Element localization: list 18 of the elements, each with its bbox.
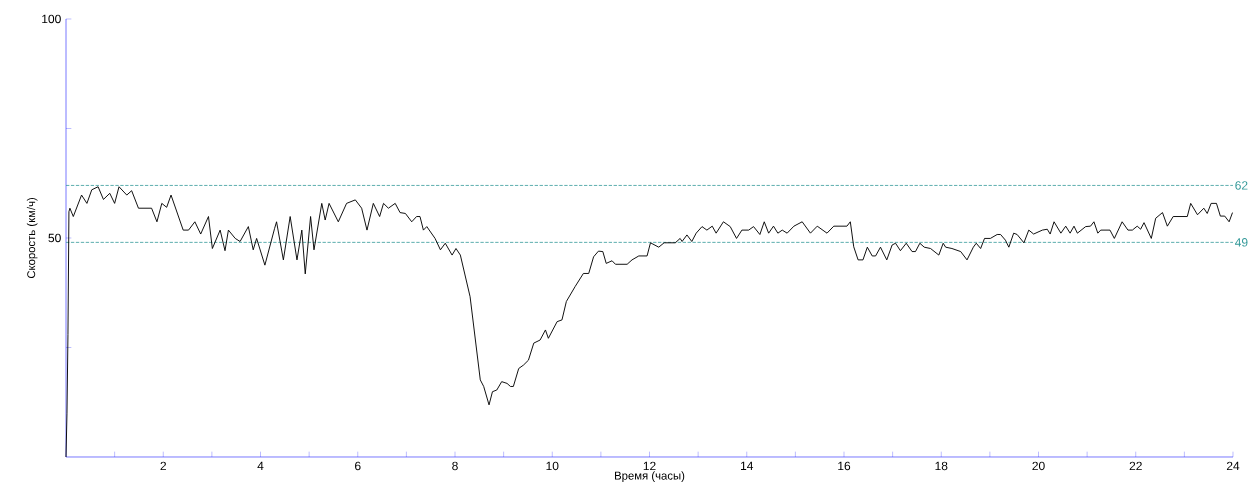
x-tick-label: 6 xyxy=(355,461,361,471)
x-tick-label: 20 xyxy=(1032,461,1045,471)
y-tick-label: 100 xyxy=(42,14,61,24)
x-tick-label: 4 xyxy=(257,461,264,470)
x-tick-label: 18 xyxy=(935,461,948,471)
x-tick-label: 16 xyxy=(838,461,851,471)
ref-line-label: 49 xyxy=(1235,238,1248,247)
x-tick-label: 14 xyxy=(741,461,754,470)
x-tick-label: 2 xyxy=(160,461,166,471)
y-tick-label: 50 xyxy=(48,233,61,243)
x-tick-label: 24 xyxy=(1226,461,1240,471)
x-tick-label: 8 xyxy=(452,461,458,471)
x-tick-label: 22 xyxy=(1129,461,1142,471)
x-tick-label: 10 xyxy=(546,461,559,471)
x-axis-title: Время (часы) xyxy=(615,471,685,482)
y-axis-title: Скорость (км/ч) xyxy=(26,197,38,279)
ref-line-label: 62 xyxy=(1235,181,1248,190)
x-tick-label: 12 xyxy=(643,461,656,471)
